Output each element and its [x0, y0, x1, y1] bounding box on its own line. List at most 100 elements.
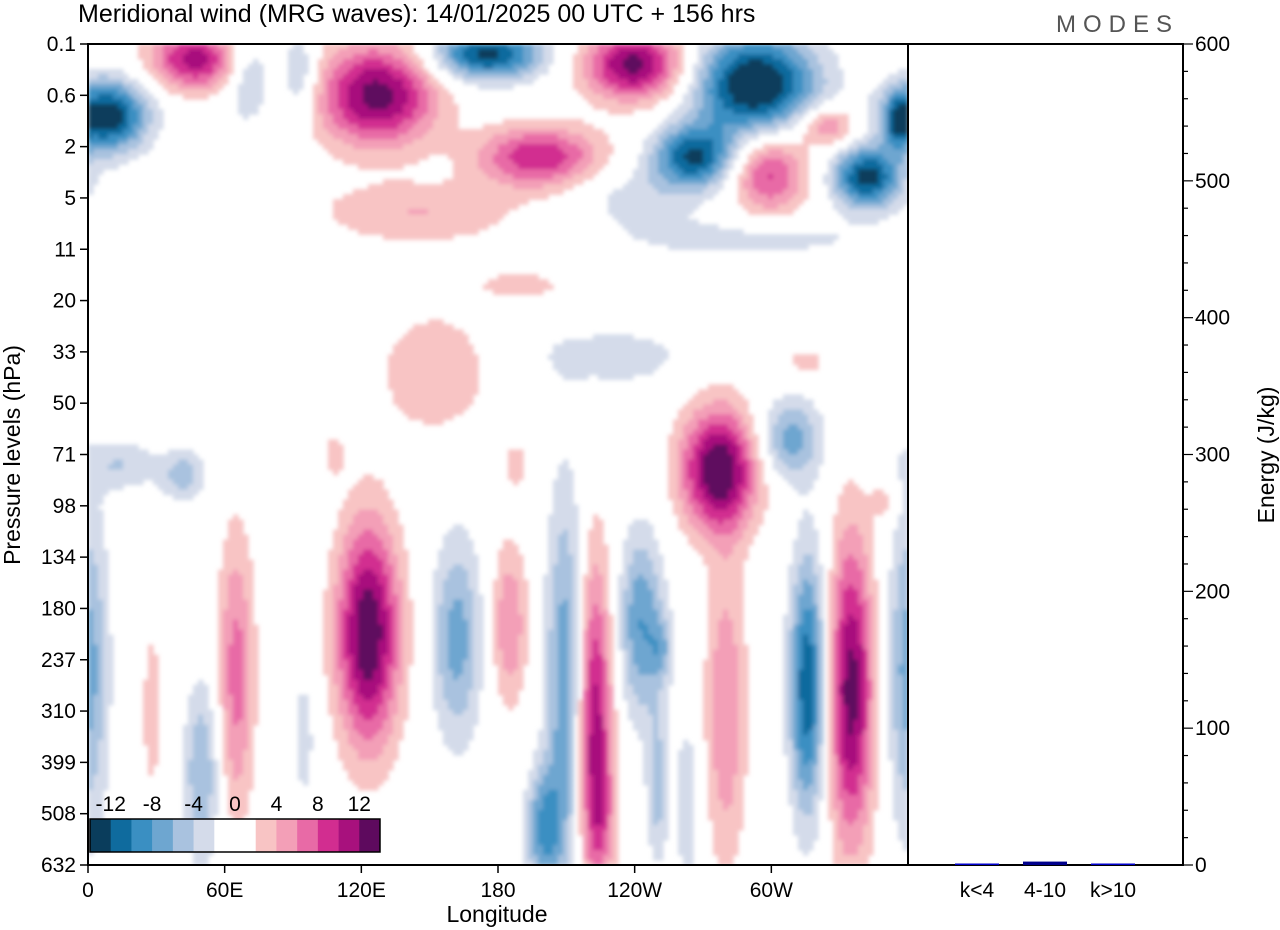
heatmap-cell	[598, 369, 604, 376]
heatmap-cell	[793, 84, 799, 90]
heatmap-cell	[783, 469, 789, 476]
heatmap-cell	[138, 94, 144, 100]
heatmap-cell	[808, 464, 814, 471]
heatmap-cell	[378, 194, 384, 200]
heatmap-cell	[323, 79, 329, 85]
heatmap-cell	[633, 354, 639, 360]
heatmap-cell	[628, 69, 634, 75]
heatmap-cell	[428, 219, 434, 225]
heatmap-cell	[783, 174, 789, 180]
heatmap-cell	[638, 344, 644, 350]
heatmap-cell	[113, 459, 119, 466]
heatmap-cell	[248, 99, 254, 105]
heatmap-cell	[578, 349, 584, 355]
heatmap-cell	[298, 49, 304, 55]
heatmap-cell	[623, 109, 629, 115]
heatmap-cell	[693, 239, 699, 245]
heatmap-cell	[358, 84, 364, 90]
heatmap-cell	[633, 69, 639, 75]
heatmap-cell	[658, 54, 664, 60]
heatmap-cell	[518, 464, 524, 471]
heatmap-cell	[658, 359, 664, 365]
heatmap-cell	[353, 114, 359, 120]
heatmap-cell	[598, 44, 604, 50]
heatmap-cell	[503, 84, 509, 90]
heatmap-cell	[803, 409, 809, 416]
heatmap-cell	[633, 344, 639, 350]
heatmap-cell	[733, 74, 739, 80]
heatmap-cell	[773, 414, 779, 421]
heatmap-cell	[438, 324, 444, 330]
heatmap-cell	[738, 124, 744, 130]
heatmap-cell	[618, 94, 624, 100]
heatmap-cell	[348, 54, 354, 60]
heatmap-cell	[638, 214, 644, 220]
heatmap-cell	[238, 104, 244, 110]
heatmap-cell	[478, 164, 484, 170]
heatmap-cell	[118, 149, 124, 155]
heatmap-cell	[698, 159, 704, 165]
heatmap-cell	[448, 219, 454, 225]
heatmap-cell	[453, 404, 459, 411]
heatmap-cell	[733, 404, 739, 411]
heatmap-cell	[483, 214, 489, 220]
heatmap-cell	[728, 149, 734, 155]
heatmap-cell	[783, 164, 789, 170]
heatmap-cell	[293, 89, 299, 95]
heatmap-cell	[683, 439, 689, 446]
heatmap-cell	[693, 194, 699, 200]
heatmap-cell	[103, 139, 109, 145]
heatmap-cell	[688, 444, 694, 451]
heatmap-cell	[673, 429, 679, 436]
heatmap-cell	[408, 359, 414, 365]
heatmap-cell	[553, 354, 559, 360]
heatmap-cell	[153, 99, 159, 105]
heatmap-cell	[803, 189, 809, 195]
heatmap-cell	[698, 49, 704, 55]
heatmap-cell	[743, 134, 749, 140]
heatmap-cell	[698, 429, 704, 436]
heatmap-cell	[658, 89, 664, 95]
heatmap-cell	[823, 49, 829, 55]
heatmap-cell	[668, 239, 674, 245]
heatmap-cell	[798, 94, 804, 100]
heatmap-cell	[758, 119, 764, 125]
heatmap-cell	[213, 64, 219, 70]
heatmap-cell	[533, 124, 539, 130]
heatmap-cell	[433, 119, 439, 125]
heatmap-cell	[748, 119, 754, 125]
heatmap-cell	[678, 409, 684, 416]
heatmap-cell	[378, 119, 384, 125]
heatmap-cell	[793, 79, 799, 85]
heatmap-cell	[728, 234, 734, 240]
heatmap-cell	[498, 169, 504, 175]
heatmap-cell	[323, 64, 329, 70]
heatmap-cell	[138, 114, 144, 120]
heatmap-cell	[528, 179, 534, 185]
heatmap-cell	[873, 144, 879, 150]
heatmap-cell	[893, 114, 899, 120]
heatmap-cell	[848, 184, 854, 190]
heatmap-cell	[418, 404, 424, 411]
heatmap-cell	[523, 169, 529, 175]
heatmap-cell	[693, 79, 699, 85]
heatmap-cell	[498, 184, 504, 190]
heatmap-cell	[98, 479, 104, 486]
heatmap-cell	[593, 64, 599, 70]
heatmap-cell	[738, 399, 744, 406]
heatmap-cell	[513, 174, 519, 180]
heatmap-cell	[453, 349, 459, 355]
heatmap-cell	[458, 219, 464, 225]
heatmap-cell	[453, 199, 459, 205]
heatmap-cell	[723, 424, 729, 431]
heatmap-cell	[408, 364, 414, 370]
heatmap-cell	[553, 174, 559, 180]
heatmap-cell	[673, 454, 679, 461]
heatmap-cell	[553, 364, 559, 370]
heatmap-cell	[428, 224, 434, 230]
heatmap-cell	[843, 174, 849, 180]
heatmap-cell	[833, 89, 839, 95]
heatmap-cell	[438, 224, 444, 230]
heatmap-cell	[643, 44, 649, 50]
heatmap-cell	[183, 469, 189, 476]
